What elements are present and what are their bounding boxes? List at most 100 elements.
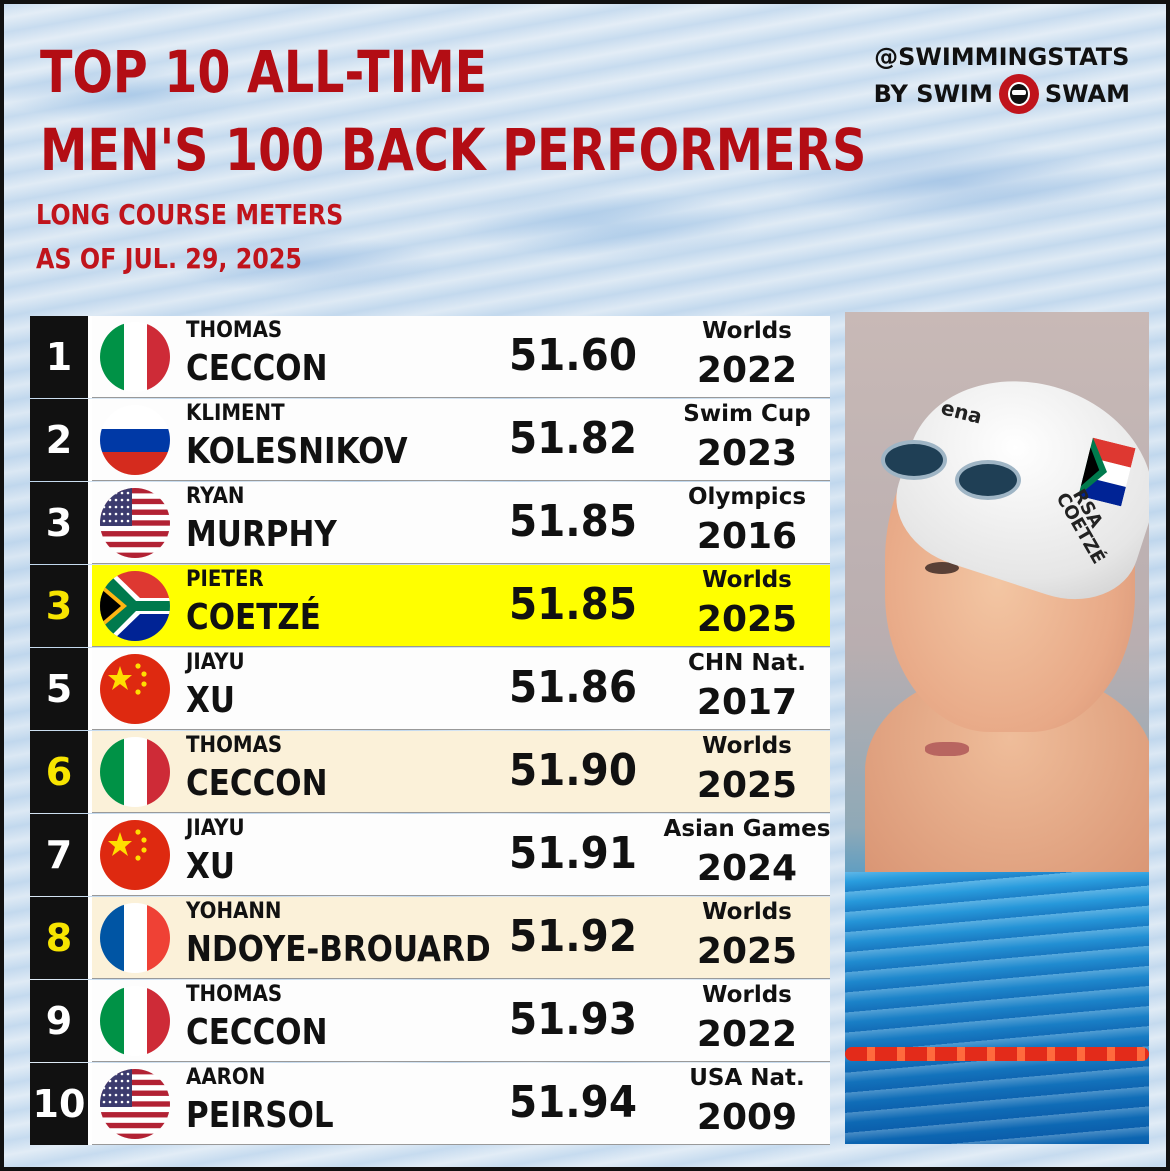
last-name: CECCON — [186, 348, 328, 389]
last-name: NDOYE-BROUARD — [186, 929, 491, 970]
meet-year: 2017 — [696, 682, 798, 723]
first-name: THOMAS — [186, 982, 283, 1007]
italy-flag-icon — [100, 986, 170, 1056]
last-name: CECCON — [186, 1012, 328, 1053]
brand-swam: SWAM — [1044, 80, 1130, 108]
swim-time: 51.85 — [508, 496, 638, 547]
row-body: RYAN MURPHY 51.85 Olympics 2016 — [92, 482, 830, 564]
rank-cell: 2 — [30, 399, 92, 481]
rankings-table: 1 THOMAS CECCON 51.60 Worlds 2022 2 KLIMENT KOLE… — [30, 316, 830, 1146]
rank-cell: 8 — [30, 897, 92, 979]
rank-cell: 5 — [30, 648, 92, 730]
row-body: JIAYU XU 51.91 Asian Games 2024 — [92, 814, 830, 896]
goggle-left-icon — [881, 440, 947, 480]
swim-time: 51.94 — [508, 1077, 638, 1128]
table-row: 6 THOMAS CECCON 51.90 Worlds 2025 — [30, 731, 830, 813]
last-name: CECCON — [186, 763, 328, 804]
swim-time: 51.91 — [508, 828, 638, 879]
last-name: XU — [186, 680, 236, 721]
row-body: YOHANN NDOYE-BROUARD 51.92 Worlds 2025 — [92, 897, 830, 979]
usa-flag-icon — [100, 1069, 170, 1139]
meet-name: Worlds — [702, 899, 792, 925]
swim-time: 51.86 — [508, 662, 638, 713]
row-body: THOMAS CECCON 51.93 Worlds 2022 — [92, 980, 830, 1062]
first-name: JIAYU — [186, 816, 245, 841]
subtitle-course: LONG COURSE METERS — [36, 198, 344, 231]
title-line-2: MEN'S 100 BACK PERFORMERS — [40, 116, 867, 184]
swim-time: 51.85 — [508, 579, 638, 630]
swim-time: 51.92 — [508, 911, 638, 962]
swim-time: 51.93 — [508, 994, 638, 1045]
row-body: THOMAS CECCON 51.60 Worlds 2022 — [92, 316, 830, 398]
brand-by-swim: BY SWIM — [873, 80, 993, 108]
france-flag-icon — [100, 903, 170, 973]
meet-year: 2025 — [696, 765, 798, 806]
meet-year: 2016 — [696, 516, 798, 557]
meet-name: Worlds — [702, 982, 792, 1008]
meet-name: Worlds — [702, 733, 792, 759]
brand-block: @SWIMMINGSTATS BY SWIM SWAM — [874, 40, 1130, 114]
rank-cell: 10 — [30, 1063, 92, 1145]
meet-year: 2022 — [696, 350, 798, 391]
china-flag-icon — [100, 654, 170, 724]
row-body: THOMAS CECCON 51.90 Worlds 2025 — [92, 731, 830, 813]
table-row: 1 THOMAS CECCON 51.60 Worlds 2022 — [30, 316, 830, 398]
meet-year: 2009 — [696, 1097, 798, 1138]
rank-cell: 7 — [30, 814, 92, 896]
meet-name: Swim Cup — [683, 401, 811, 427]
rank-cell: 1 — [30, 316, 92, 398]
meet-name: CHN Nat. — [688, 650, 806, 676]
table-row: 10 AARON PEIRSOL 51.94 USA Nat. 2009 — [30, 1063, 830, 1145]
lane-rope — [845, 1047, 1149, 1061]
brand-handle: @SWIMMINGSTATS — [874, 43, 1130, 71]
row-body: PIETER COETZÉ 51.85 Worlds 2025 — [92, 565, 830, 647]
last-name: PEIRSOL — [186, 1095, 334, 1136]
goggle-right-icon — [955, 460, 1021, 500]
rank-cell: 3 — [30, 565, 92, 647]
meet-name: USA Nat. — [689, 1065, 805, 1091]
meet-year: 2025 — [696, 599, 798, 640]
table-row: 7 JIAYU XU 51.91 Asian Games 2024 — [30, 814, 830, 896]
swimswam-logo-icon — [998, 74, 1039, 114]
table-row: 3 PIETER COETZÉ 51.85 Worlds 2025 — [30, 565, 830, 647]
russia-flag-icon — [100, 405, 170, 475]
meet-year: 2022 — [696, 1014, 798, 1055]
first-name: AARON — [186, 1065, 266, 1090]
swim-time: 51.60 — [508, 330, 638, 381]
subtitle-date: AS OF JUL. 29, 2025 — [36, 242, 302, 275]
usa-flag-icon — [100, 488, 170, 558]
first-name: RYAN — [186, 484, 245, 509]
rank-cell: 6 — [30, 731, 92, 813]
rank-cell: 9 — [30, 980, 92, 1062]
row-body: AARON PEIRSOL 51.94 USA Nat. 2009 — [92, 1063, 830, 1145]
row-body: JIAYU XU 51.86 CHN Nat. 2017 — [92, 648, 830, 730]
table-row: 5 JIAYU XU 51.86 CHN Nat. 2017 — [30, 648, 830, 730]
pool-water — [845, 872, 1149, 1144]
first-name: KLIMENT — [186, 401, 285, 426]
table-row: 8 YOHANN NDOYE-BROUARD 51.92 Worlds 2025 — [30, 897, 830, 979]
south-africa-flag-icon — [100, 571, 170, 641]
table-row: 3 RYAN MURPHY 51.85 Olympics 2016 — [30, 482, 830, 564]
swim-time: 51.90 — [508, 745, 638, 796]
south-africa-flag-icon — [1078, 437, 1136, 507]
last-name: COETZÉ — [186, 597, 321, 638]
row-body: KLIMENT KOLESNIKOV 51.82 Swim Cup 2023 — [92, 399, 830, 481]
italy-flag-icon — [100, 737, 170, 807]
last-name: MURPHY — [186, 514, 337, 555]
swimmer-photo: ena RSA COETZÉ — [845, 312, 1149, 1144]
last-name: KOLESNIKOV — [186, 431, 408, 472]
last-name: XU — [186, 846, 236, 887]
meet-year: 2024 — [696, 848, 798, 889]
china-flag-icon — [100, 820, 170, 890]
meet-name: Asian Games — [663, 816, 831, 842]
meet-name: Worlds — [702, 567, 792, 593]
table-row: 2 KLIMENT KOLESNIKOV 51.82 Swim Cup 2023 — [30, 399, 830, 481]
first-name: JIAYU — [186, 650, 245, 675]
first-name: THOMAS — [186, 733, 283, 758]
swim-time: 51.82 — [508, 413, 638, 464]
meet-year: 2023 — [696, 433, 798, 474]
meet-name: Olympics — [687, 484, 807, 510]
italy-flag-icon — [100, 322, 170, 392]
meet-name: Worlds — [702, 318, 792, 344]
